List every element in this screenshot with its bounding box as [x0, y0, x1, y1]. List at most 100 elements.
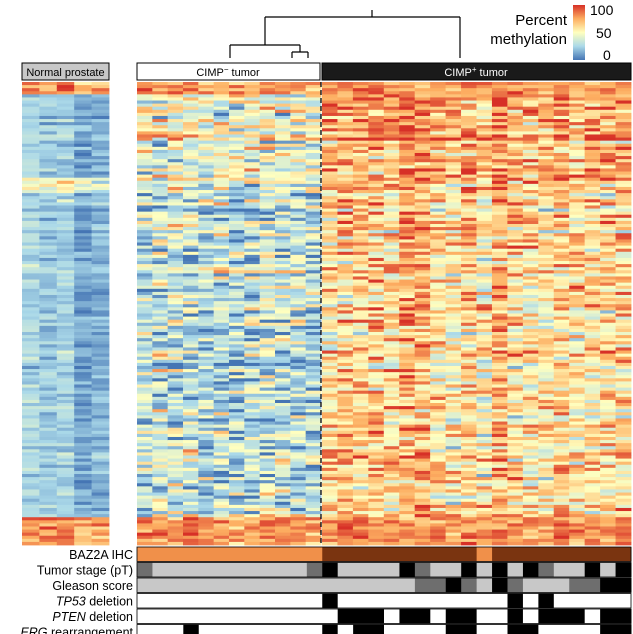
heatmap-cell — [198, 458, 215, 463]
heatmap-cell — [305, 347, 322, 351]
heatmap-cell — [74, 152, 92, 157]
heatmap-cell — [198, 273, 215, 277]
heatmap-cell — [461, 276, 477, 280]
heatmap-cell — [91, 180, 110, 185]
heatmap-cell — [167, 322, 184, 327]
heatmap-cell — [152, 159, 169, 163]
heatmap-cell — [322, 199, 338, 203]
heatmap-cell — [383, 227, 400, 231]
heatmap-cell — [538, 220, 555, 225]
heatmap-cell — [290, 396, 307, 401]
heatmap-cell — [399, 162, 416, 166]
heatmap-cell — [137, 322, 153, 327]
heatmap-cell — [167, 440, 184, 444]
heatmap-cell — [290, 208, 307, 213]
heatmap-cell — [229, 162, 245, 166]
heatmap-cell — [305, 162, 322, 166]
heatmap-cell — [399, 353, 416, 358]
heatmap-cell — [22, 455, 40, 459]
heatmap-cell — [198, 535, 215, 540]
heatmap-cell — [167, 196, 184, 200]
heatmap-cell — [213, 122, 230, 126]
heatmap-cell — [229, 532, 245, 537]
heatmap-cell — [74, 467, 92, 472]
heatmap-cell — [553, 115, 570, 120]
heatmap-cell — [275, 143, 291, 148]
heatmap-cell — [399, 406, 416, 410]
heatmap-cell — [259, 369, 276, 373]
heatmap-cell — [352, 529, 369, 534]
heatmap-cell — [167, 359, 184, 364]
heatmap-cell — [244, 183, 261, 188]
heatmap-cell — [275, 467, 291, 472]
heatmap-cell — [507, 464, 524, 469]
heatmap-cell — [322, 514, 338, 518]
heatmap-cell — [430, 359, 446, 364]
heatmap-cell — [522, 353, 539, 358]
heatmap-cell — [476, 223, 493, 228]
heatmap-cell — [322, 214, 338, 219]
heatmap-cell — [275, 254, 291, 259]
heatmap-cell — [445, 461, 462, 466]
heatmap-cell — [337, 378, 354, 382]
heatmap-cell — [56, 162, 75, 166]
heatmap-cell — [275, 223, 291, 228]
heatmap-cell — [305, 82, 322, 86]
heatmap-cell — [538, 381, 555, 385]
heatmap-cell — [74, 245, 92, 250]
heatmap-cell — [337, 270, 354, 274]
heatmap-cell — [183, 427, 199, 432]
heatmap-cell — [183, 180, 199, 185]
heatmap-cell — [167, 541, 184, 546]
heatmap-cell — [553, 356, 570, 361]
heatmap-cell — [259, 436, 276, 441]
heatmap-cell — [183, 474, 199, 478]
heatmap-cell — [491, 418, 508, 422]
heatmap-cell — [22, 276, 40, 280]
heatmap-cell — [213, 477, 230, 481]
heatmap-cell — [430, 149, 446, 154]
heatmap-cell — [337, 501, 354, 506]
heatmap-cell — [305, 100, 322, 105]
heatmap-cell — [507, 119, 524, 123]
heatmap-cell — [430, 365, 446, 370]
heatmap-cell — [74, 310, 92, 314]
heatmap-cell — [461, 279, 477, 284]
heatmap-cell — [275, 406, 291, 410]
heatmap-cell — [198, 461, 215, 466]
heatmap-cell — [461, 91, 477, 95]
heatmap-cell — [22, 436, 40, 441]
heatmap-cell — [507, 507, 524, 512]
heatmap-cell — [322, 109, 338, 114]
heatmap-cell — [507, 338, 524, 342]
heatmap-cell — [244, 347, 261, 351]
heatmap-cell — [56, 301, 75, 305]
heatmap-cell — [244, 140, 261, 145]
heatmap-cell — [538, 88, 555, 92]
heatmap-cell — [445, 85, 462, 89]
heatmap-cell — [538, 353, 555, 358]
heatmap-cell — [213, 480, 230, 484]
heatmap-cell — [368, 97, 385, 101]
heatmap-cell — [522, 190, 539, 194]
heatmap-cell — [290, 162, 307, 166]
heatmap-cell — [383, 106, 400, 111]
heatmap-cell — [56, 208, 75, 213]
heatmap-cell — [352, 180, 369, 185]
heatmap-cell — [399, 294, 416, 299]
heatmap-cell — [259, 214, 276, 219]
heatmap-cell — [507, 424, 524, 429]
heatmap-cell — [137, 137, 153, 142]
heatmap-cell — [137, 82, 153, 86]
heatmap-cell — [229, 492, 245, 497]
heatmap-cell — [553, 474, 570, 478]
heatmap-cell — [368, 288, 385, 293]
heatmap-cell — [383, 171, 400, 175]
heatmap-cell — [337, 347, 354, 351]
heatmap-cell — [553, 449, 570, 453]
heatmap-cell — [183, 137, 199, 142]
heatmap-cell — [213, 486, 230, 490]
heatmap-cell — [445, 122, 462, 126]
heatmap-cell — [352, 316, 369, 321]
